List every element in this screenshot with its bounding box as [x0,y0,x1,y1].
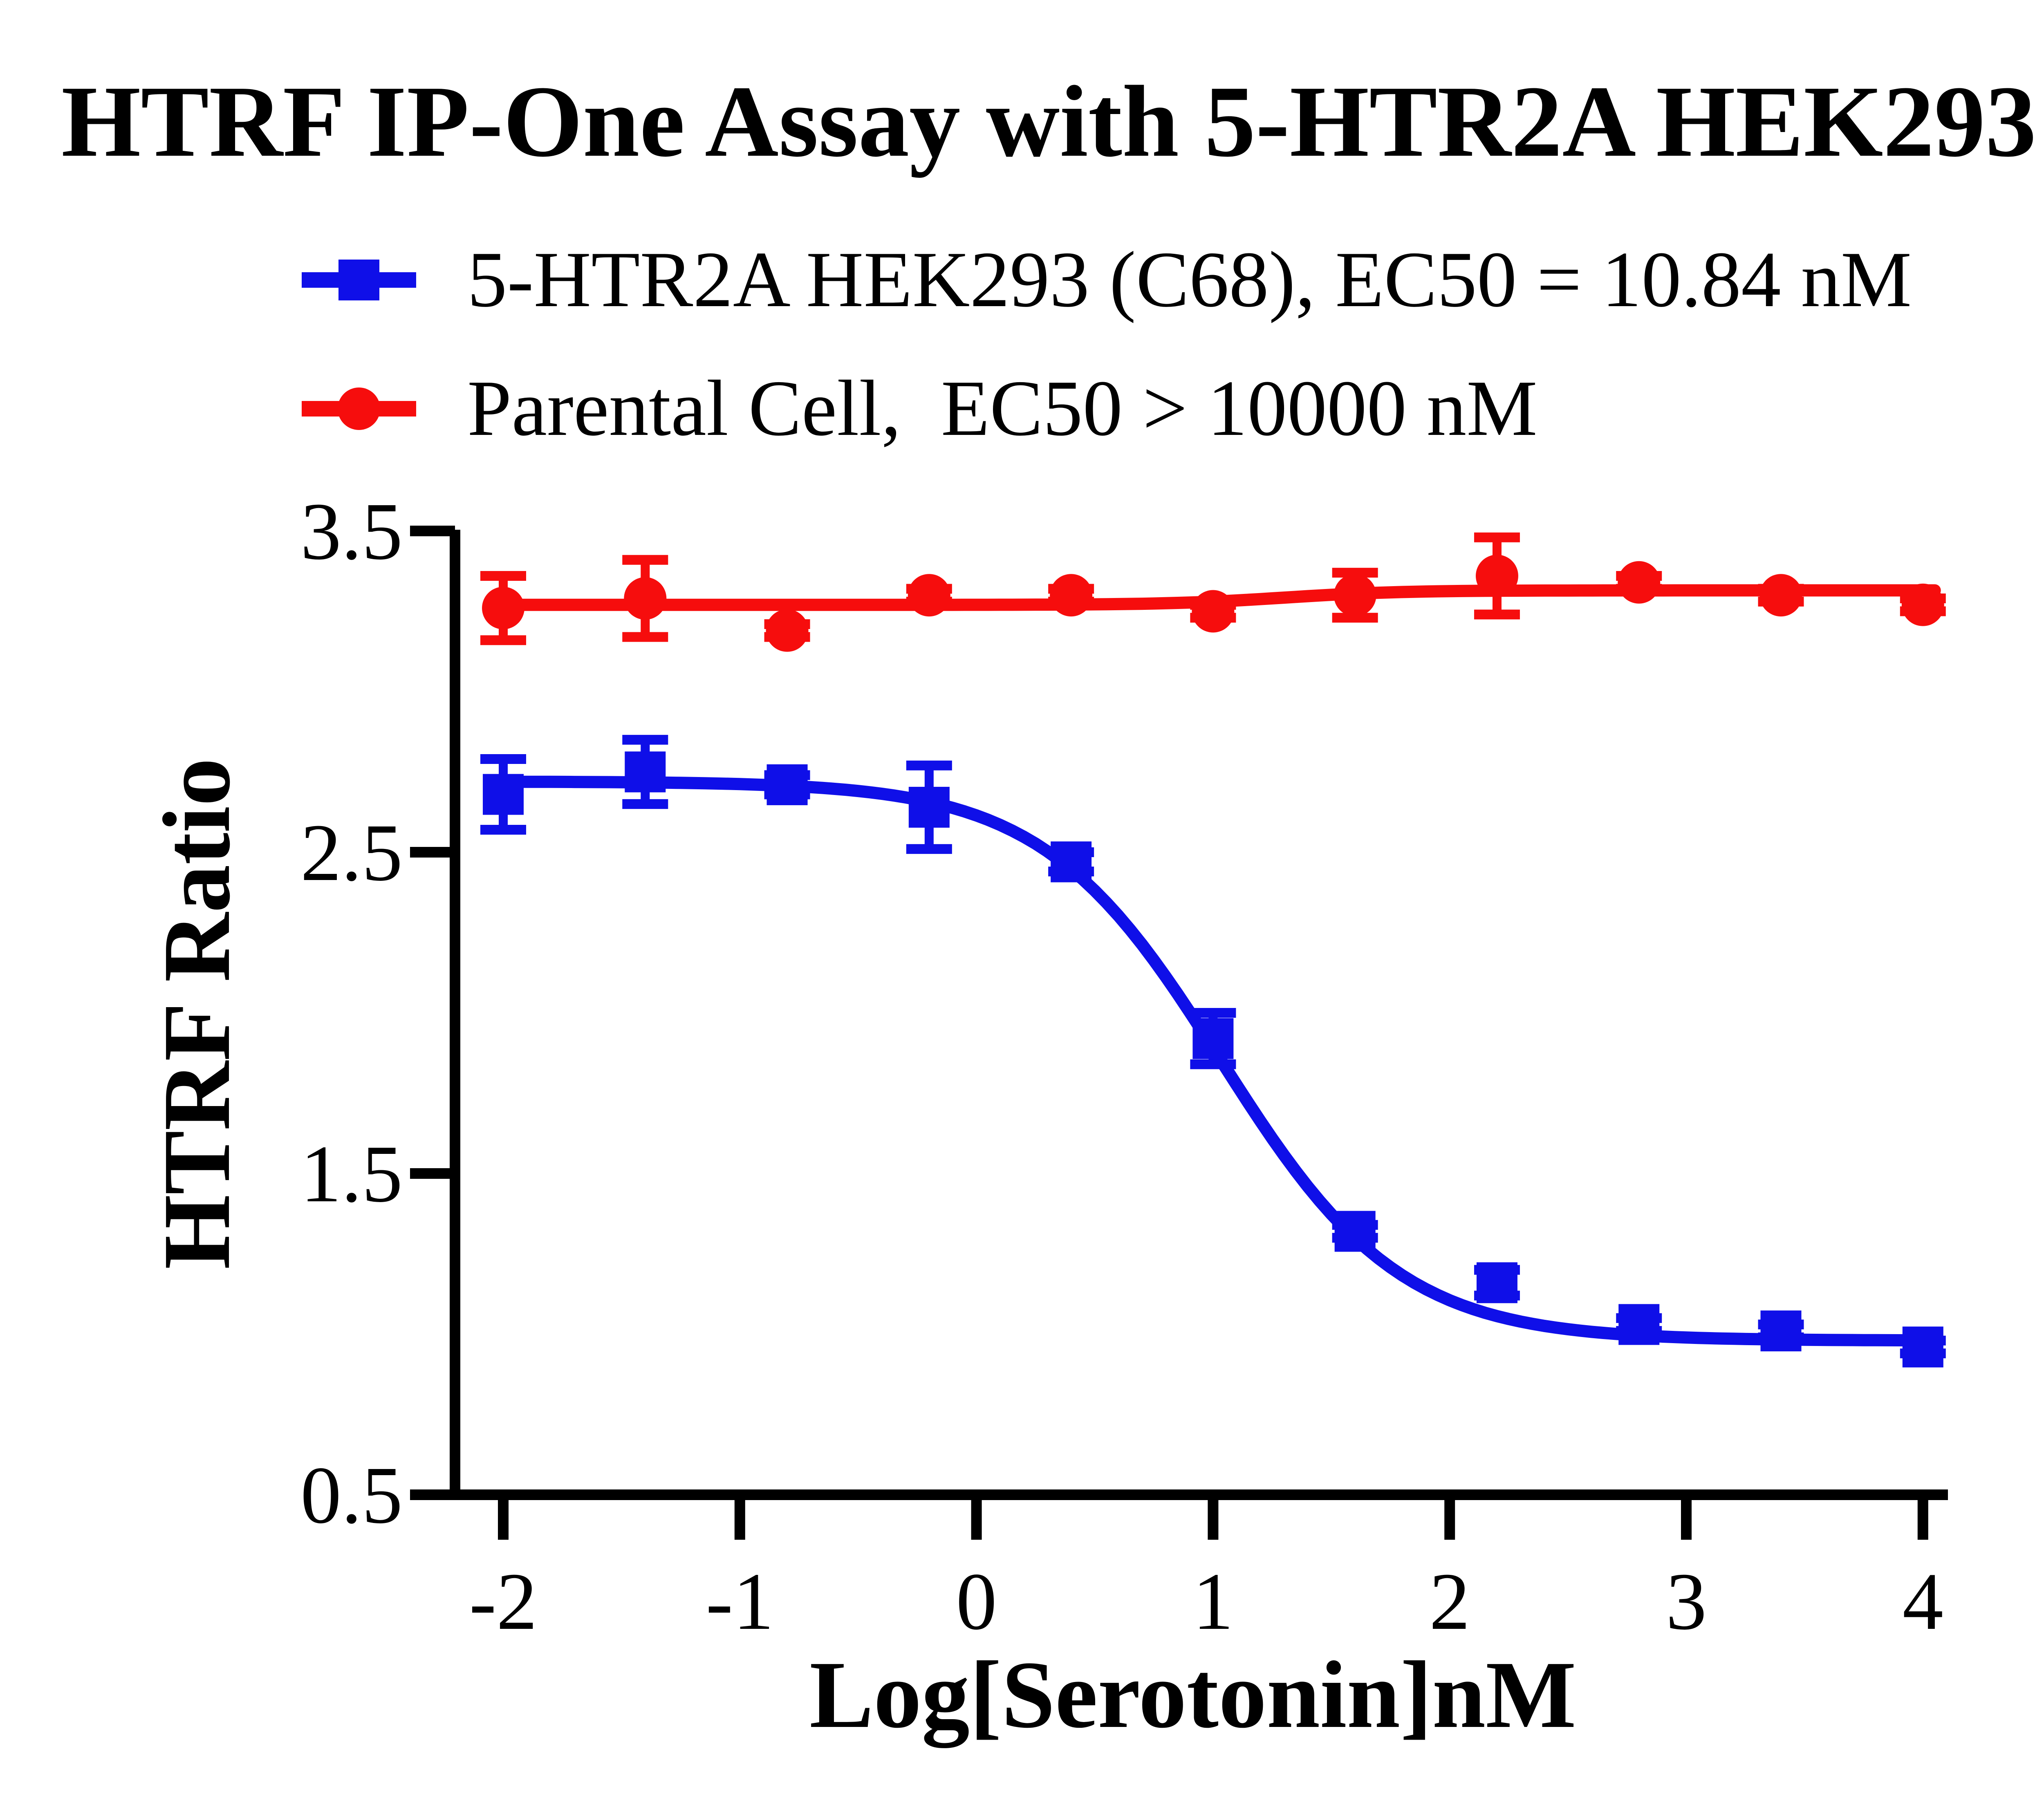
legend-item-htr2a: 5-HTR2A HEK293 (C68), EC50 = 10.84 nM [300,215,1912,344]
data-point-circle [1050,574,1093,617]
x-tick-label: -1 [706,1556,774,1647]
data-point-square [625,751,666,793]
x-tick-label: 3 [1666,1556,1707,1647]
x-axis-label: Log[Serotonin]nM [809,1642,1576,1748]
data-point-square [483,774,524,815]
data-point-square [1902,1326,1943,1368]
legend-square-marker-icon [300,249,418,311]
data-point-circle [482,587,524,629]
legend-label-htr2a: 5-HTR2A HEK293 (C68), EC50 = 10.84 nM [467,235,1912,324]
legend-item-parental: Parental Cell, EC50 > 10000 nM [300,344,1912,473]
data-point-square [766,764,808,805]
x-tick-label: 4 [1903,1556,1943,1647]
data-point-square [1334,1211,1376,1252]
y-tick-label: 3.5 [300,486,403,577]
data-point-square [1051,841,1092,882]
data-point-circle [1759,574,1802,617]
data-point-square [1618,1304,1660,1345]
legend-circle-marker-icon [300,378,418,439]
data-point-circle [1334,574,1376,617]
data-point-circle [624,577,667,620]
legend-label-parental: Parental Cell, EC50 > 10000 nM [467,364,1537,452]
data-point-square [1760,1310,1802,1352]
data-point-square [908,786,950,828]
y-tick-label: 1.5 [300,1129,403,1219]
data-point-circle [1192,590,1235,633]
data-point-square [1476,1262,1517,1303]
x-tick-label: 0 [956,1556,997,1647]
x-tick-label: 2 [1429,1556,1470,1647]
data-point-square [1192,1018,1234,1059]
y-tick-label: 0.5 [300,1450,403,1541]
data-point-circle [1901,583,1944,626]
x-tick-label: 1 [1192,1556,1233,1647]
data-point-circle [1475,555,1518,598]
x-tick-label: -2 [469,1556,538,1647]
data-point-circle [908,574,950,617]
legend: 5-HTR2A HEK293 (C68), EC50 = 10.84 nM Pa… [300,215,1912,473]
data-point-circle [1618,561,1661,604]
data-point-circle [766,609,809,652]
chart-title: HTRF IP-One Assay with 5-HTR2A HEK293（C6… [61,65,2044,178]
y-tick-label: 2.5 [300,808,403,898]
y-axis-label: HTRF Ratio [143,758,250,1269]
